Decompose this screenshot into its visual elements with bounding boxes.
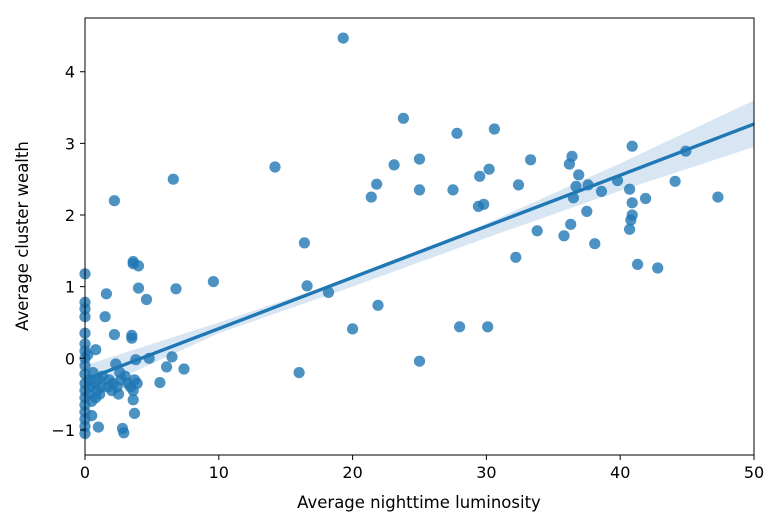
data-point [589,238,601,250]
data-point [108,195,120,207]
data-point [573,169,585,181]
x-axis-label: Average nighttime luminosity [297,493,541,512]
data-point [170,283,182,295]
data-point [131,377,143,389]
data-point [565,218,577,230]
data-point [371,178,383,190]
y-tick-label: 1 [65,278,75,297]
data-point [595,185,608,197]
confidence-band-layer [85,100,754,395]
data-point [525,154,537,166]
data-point [483,163,495,175]
data-point [132,282,145,294]
data-point [99,311,111,323]
data-point [474,170,486,182]
data-point [512,179,525,191]
data-point [652,262,664,274]
data-point [108,329,120,341]
data-point [92,421,104,433]
data-point [322,286,335,298]
data-point [86,410,98,422]
data-point [118,427,130,439]
y-tick-label: −1 [51,421,75,440]
data-point [140,293,153,306]
data-point [510,251,522,263]
x-tick-label: 50 [744,463,764,482]
data-point [126,332,138,344]
y-tick-label: 0 [65,349,75,368]
data-point [413,355,426,367]
data-point [112,388,125,400]
y-tick-label: 2 [65,206,75,225]
x-tick-label: 30 [476,463,496,482]
data-point [161,361,173,373]
data-point [624,183,636,195]
data-point [269,161,281,173]
data-point [624,223,636,235]
data-point [207,276,219,288]
data-point [558,230,570,242]
data-point [388,159,400,171]
data-point [413,184,426,196]
data-point [669,175,681,187]
data-point [132,260,145,272]
data-point [100,288,112,300]
data-point [447,184,459,196]
data-point [632,258,644,270]
data-point [167,173,179,185]
regression-line-layer [84,122,755,382]
x-tick-label: 20 [342,463,362,482]
data-point [347,323,359,335]
data-point [90,344,102,356]
axes-layer: 0 10 20 30 40 50 −1 0 1 2 3 4 [51,17,764,482]
data-point [478,198,490,210]
data-point [166,351,178,363]
regression-line [84,122,755,382]
data-point [640,192,652,205]
data-point [626,140,638,152]
data-point [626,209,638,221]
data-point [488,123,500,135]
data-point [566,150,578,162]
data-point [626,197,638,209]
data-point [482,321,494,333]
data-point [301,280,313,292]
data-point [454,321,466,333]
data-point [298,237,310,249]
data-point [128,407,141,419]
data-point [397,112,409,124]
x-tick-label: 0 [80,463,90,482]
data-point [154,377,166,389]
x-tick-label: 10 [209,463,229,482]
y-tick-label: 3 [65,134,75,153]
data-point [451,127,463,139]
data-point [581,205,593,217]
data-point [337,32,349,44]
data-point [365,191,377,203]
scatter-points-layer [79,32,724,440]
y-axis-label: Average cluster wealth [13,141,32,331]
data-point [293,367,305,379]
data-point [712,191,724,203]
x-tick-label: 40 [610,463,630,482]
data-point [372,299,384,311]
plot-frame [84,17,755,456]
data-point [413,153,426,165]
data-point [178,363,190,375]
data-point [531,225,543,237]
confidence-band [85,100,754,395]
y-tick-label: 4 [65,63,75,82]
data-point [127,394,139,406]
